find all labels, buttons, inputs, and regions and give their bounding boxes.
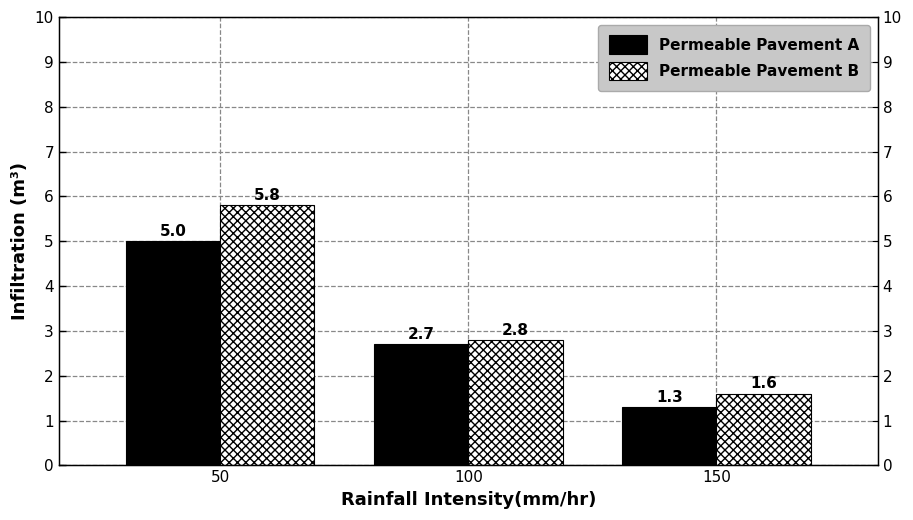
Bar: [622, 407, 717, 465]
Text: 1.6: 1.6: [750, 376, 777, 392]
Legend: Permeable Pavement A, Permeable Pavement B: Permeable Pavement A, Permeable Pavement…: [598, 25, 870, 91]
Bar: [220, 205, 314, 465]
Text: 5.0: 5.0: [160, 224, 186, 239]
Bar: [717, 394, 811, 465]
Bar: [126, 241, 220, 465]
Text: 2.8: 2.8: [502, 323, 529, 337]
Text: 5.8: 5.8: [254, 188, 280, 203]
Bar: [468, 340, 562, 465]
X-axis label: Rainfall Intensity(mm/hr): Rainfall Intensity(mm/hr): [341, 491, 596, 509]
Text: 1.3: 1.3: [656, 390, 683, 405]
Text: 2.7: 2.7: [407, 327, 435, 342]
Bar: [374, 344, 468, 465]
Y-axis label: Infiltration (m³): Infiltration (m³): [11, 162, 29, 320]
